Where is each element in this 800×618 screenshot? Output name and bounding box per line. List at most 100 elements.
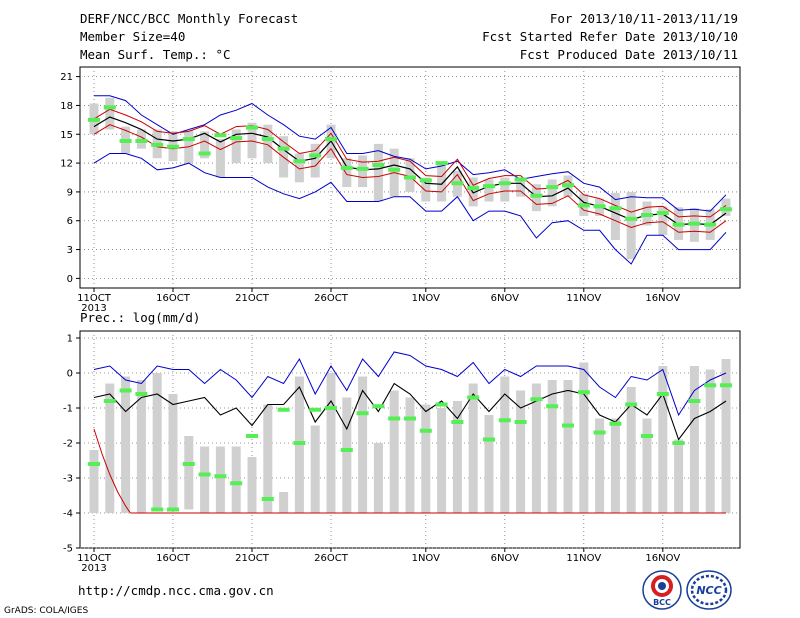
prec-median-marker <box>656 392 669 396</box>
temp-median-marker <box>372 163 385 168</box>
prec-median-marker <box>419 428 432 433</box>
temp-xtick-year: 2013 <box>81 303 106 314</box>
temp-median-marker <box>246 125 258 130</box>
prec-xtick-label: 16OCT <box>156 553 191 564</box>
temp-member-box <box>547 179 557 207</box>
prec-median-marker <box>451 420 464 424</box>
temp-median-marker <box>277 146 290 151</box>
temp-max-line <box>94 95 727 212</box>
temp-xtick-label: 16NOV <box>645 293 680 304</box>
temp-median-marker <box>309 153 322 158</box>
temp-member-box <box>358 155 368 188</box>
temp-median-marker <box>562 183 574 188</box>
temp-ytick-label: 15 <box>60 130 73 141</box>
temp-median-marker <box>151 142 164 147</box>
prec-ytick-label: -2 <box>63 439 73 450</box>
prec-member-box <box>500 376 510 513</box>
temp-ytick-label: 12 <box>60 159 73 170</box>
prec-median-marker <box>720 383 732 388</box>
prec-median-marker <box>530 397 543 402</box>
prec-member-box <box>358 376 368 513</box>
temp-member-box <box>263 124 273 164</box>
temp-median-marker <box>198 151 211 156</box>
temp-median-marker <box>609 206 622 211</box>
prec-median-marker <box>577 390 590 395</box>
temp-member-box <box>626 191 636 260</box>
member-size-label: Member Size=40 <box>80 29 186 44</box>
temperature-axis-title: Mean Surf. Temp.: °C <box>80 47 231 62</box>
prec-member-box <box>121 376 131 513</box>
temp-median-marker <box>88 117 100 122</box>
temp-member-box <box>310 143 320 178</box>
prec-member-box <box>516 390 526 513</box>
prec-median-marker <box>672 441 685 445</box>
prec-median-marker <box>498 418 511 423</box>
prec-median-marker <box>182 462 195 466</box>
prec-member-box <box>658 366 668 513</box>
bcc-logo: BCC <box>642 570 682 610</box>
temp-ytick-label: 3 <box>67 245 73 256</box>
temp-median-marker <box>214 133 227 138</box>
prec-member-box <box>405 397 415 513</box>
prec-median-marker <box>593 430 606 435</box>
temp-median-marker <box>261 137 274 142</box>
prec-median-marker <box>261 497 274 501</box>
temp-median-marker <box>704 222 717 227</box>
prec-member-box <box>689 366 699 513</box>
temp-xtick-label: 11OCT <box>77 293 112 304</box>
prec-median-marker <box>230 481 243 486</box>
prec-xtick-label: 26OCT <box>314 553 349 564</box>
prec-member-box <box>531 383 541 513</box>
ncc-logo-text: NCC <box>696 584 721 597</box>
temp-median-marker <box>419 178 432 183</box>
temp-median-marker <box>435 161 448 166</box>
prec-median-marker <box>356 411 369 416</box>
prec-member-box <box>468 383 478 513</box>
ncc-logo: NCC <box>686 570 732 610</box>
prec-ytick-label: -4 <box>63 509 73 520</box>
temp-median-marker <box>688 221 701 226</box>
prec-median-marker <box>372 404 385 409</box>
forecast-period-label: For 2013/10/11-2013/11/19 <box>549 11 738 26</box>
prec-member-box <box>563 380 573 513</box>
temp-median-marker <box>498 181 511 186</box>
prec-member-box <box>279 492 289 513</box>
prec-ytick-label: 1 <box>67 334 73 345</box>
temp-member-box <box>421 177 431 202</box>
temp-xtick-label: 6NOV <box>491 293 520 304</box>
prec-mean-line <box>93 382 727 441</box>
prec-median-marker <box>309 407 322 412</box>
temp-median-marker <box>356 166 369 171</box>
temp-member-box <box>373 143 383 202</box>
prec-xtick-label: 11NOV <box>566 553 601 564</box>
prec-member-box <box>152 373 162 510</box>
temp-xtick-label: 26OCT <box>314 293 349 304</box>
temp-member-box <box>342 158 352 188</box>
prec-median-marker <box>546 404 559 409</box>
temp-median-marker <box>451 181 464 186</box>
temp-member-box <box>231 129 241 164</box>
prec-member-box <box>610 418 620 513</box>
prec-xtick-label: 6NOV <box>491 553 520 564</box>
prec-min-line <box>93 428 131 514</box>
prec-median-marker <box>325 406 337 410</box>
temp-median-marker <box>182 137 195 142</box>
temp-median-marker <box>641 212 653 217</box>
forecast-produced-label: Fcst Produced Date 2013/10/11 <box>519 47 738 62</box>
prec-member-box <box>595 418 605 513</box>
prec-ytick-label: -3 <box>63 474 73 485</box>
prec-median-marker <box>688 399 701 403</box>
prec-member-box <box>200 446 210 513</box>
temp-member-box <box>658 206 668 236</box>
temp-member-box <box>200 131 210 159</box>
temp-median-marker <box>577 203 590 208</box>
temp-median-marker <box>720 207 732 212</box>
temp-ytick-label: 6 <box>67 216 73 227</box>
prec-median-marker <box>514 420 527 424</box>
temp-member-box <box>105 97 115 130</box>
prec-median-marker <box>167 507 179 512</box>
prec-median-marker <box>135 392 148 396</box>
temp-median-marker <box>593 204 606 209</box>
footer-url[interactable]: http://cmdp.ncc.cma.gov.cn <box>78 583 274 598</box>
